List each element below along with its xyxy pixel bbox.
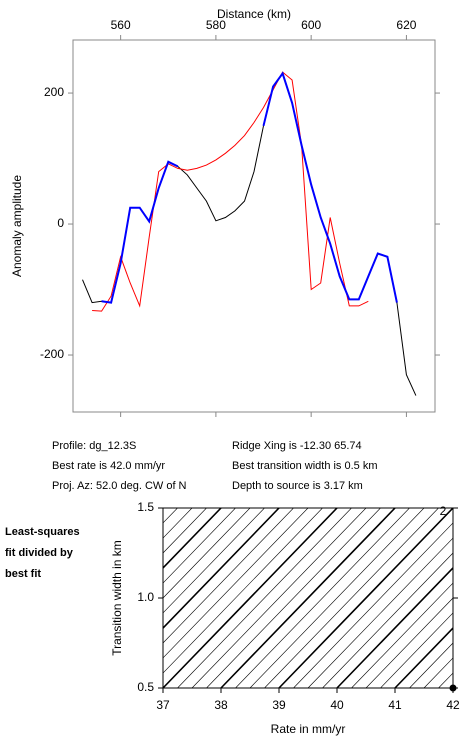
y-tick-label: 0.5 xyxy=(137,680,154,694)
contour-line xyxy=(162,507,207,554)
info-text: Best transition width is 0.5 km xyxy=(232,460,378,472)
contour-line xyxy=(307,537,454,689)
x-axis-title: Distance (km) xyxy=(217,7,291,21)
contour-line xyxy=(423,657,454,689)
contour-line xyxy=(249,507,425,689)
best-fit-point xyxy=(449,684,457,692)
contour-line xyxy=(162,507,309,659)
series-line xyxy=(82,72,417,396)
x-tick-label: 40 xyxy=(330,698,344,712)
contour-line xyxy=(177,507,352,689)
contour-line xyxy=(322,552,454,689)
y-tick-label: 0 xyxy=(57,216,64,230)
panel-title: fit divided by xyxy=(5,547,74,559)
contour-line xyxy=(264,507,439,689)
y-tick-label: 1.5 xyxy=(137,500,154,514)
contour-line xyxy=(220,507,396,689)
contour-line xyxy=(162,507,294,644)
contour-line xyxy=(206,507,381,689)
info-text: Proj. Az: 52.0 deg. CW of N xyxy=(52,480,187,492)
info-text: Depth to source is 3.17 km xyxy=(232,480,363,492)
contour-line xyxy=(162,507,280,629)
x-tick-label: 620 xyxy=(396,18,416,32)
y-tick-label: 200 xyxy=(44,85,64,99)
info-text: Ridge Xing is -12.30 65.74 xyxy=(232,440,362,452)
series-line xyxy=(101,71,398,304)
contour-line xyxy=(162,507,323,674)
plot-frame xyxy=(72,39,436,413)
contour-line xyxy=(162,507,193,539)
contour-line xyxy=(235,507,410,689)
series-line xyxy=(92,71,369,312)
contour-line xyxy=(162,507,222,569)
contour-line xyxy=(162,507,338,689)
x-tick-label: 560 xyxy=(111,18,131,32)
y-axis-title: Anomaly amplitude xyxy=(10,175,24,277)
contour-line xyxy=(293,522,454,689)
x-tick-label: 41 xyxy=(388,698,402,712)
x-tick-label: 39 xyxy=(272,698,286,712)
contour-label: 2 xyxy=(440,504,447,518)
panel-title: best fit xyxy=(5,568,41,580)
contour-line xyxy=(438,672,454,689)
x-tick-label: 42 xyxy=(446,698,460,712)
x-axis-title: Rate in mm/yr xyxy=(271,722,346,736)
contour-line xyxy=(365,597,454,689)
contour-line xyxy=(162,507,265,614)
info-text: Best rate is 42.0 mm/yr xyxy=(52,460,165,472)
contour-line xyxy=(278,507,454,689)
y-tick-label: -200 xyxy=(40,347,64,361)
contour-line xyxy=(394,627,454,689)
contour-line xyxy=(162,507,178,524)
contour-line xyxy=(336,567,454,689)
panel-title: Least-squares xyxy=(5,526,80,538)
contour-line xyxy=(351,582,454,689)
contour-line xyxy=(380,612,454,689)
x-tick-label: 37 xyxy=(156,698,170,712)
contour-line xyxy=(409,642,454,689)
info-text: Profile: dg_12.3S xyxy=(52,440,136,452)
contour-line xyxy=(162,507,251,599)
x-tick-label: 580 xyxy=(206,18,226,32)
contour-line xyxy=(191,507,367,689)
y-axis-title: Transition width in km xyxy=(110,540,124,656)
x-tick-label: 38 xyxy=(214,698,228,712)
x-tick-label: 600 xyxy=(301,18,321,32)
contour-line xyxy=(162,507,236,584)
y-tick-label: 1.0 xyxy=(137,590,154,604)
